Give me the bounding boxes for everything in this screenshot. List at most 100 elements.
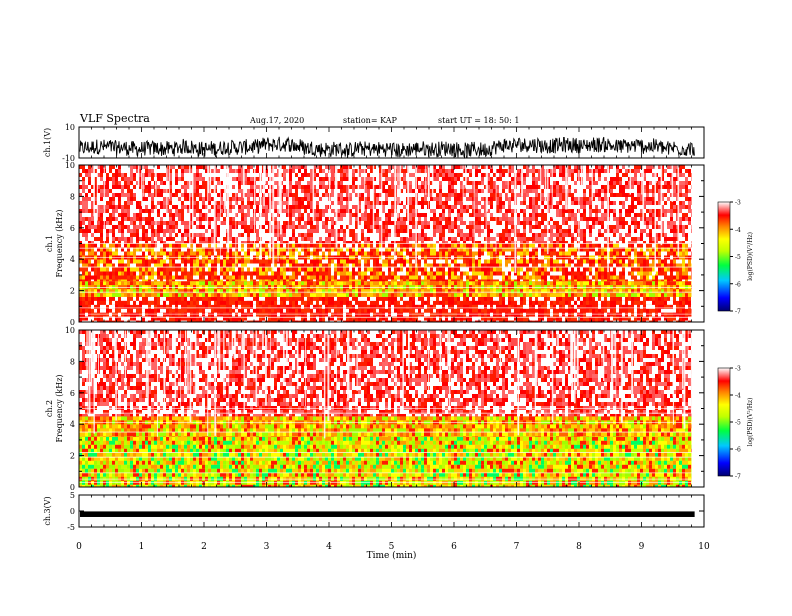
spectrogram-cell: [337, 309, 340, 313]
spectrogram-cell: [472, 309, 475, 313]
spectrogram-cell: [169, 221, 172, 225]
spectrogram-cell: [283, 313, 286, 317]
spectrogram-cell: [145, 193, 148, 197]
spectrogram-cell: [283, 217, 286, 221]
spectrogram-cell: [556, 280, 559, 282]
spectrogram-cell: [85, 181, 88, 185]
spectrogram-cell: [181, 297, 184, 301]
spectrogram-cell: [172, 221, 175, 225]
spectrogram-cell: [595, 276, 598, 280]
spectrogram-cell: [256, 209, 259, 213]
spectrogram-cell: [319, 193, 322, 197]
spectrogram-cell: [628, 301, 631, 305]
spectrogram-cell: [499, 305, 502, 309]
spectrogram-cell: [214, 280, 217, 282]
spectrogram-cell: [619, 305, 622, 309]
spectrogram-cell: [202, 193, 205, 197]
spectrogram-cell: [688, 252, 691, 256]
spectrogram-cell: [148, 233, 151, 237]
spectrogram-cell: [526, 276, 529, 280]
spectrogram-cell: [436, 280, 439, 282]
spectrogram-cell: [361, 289, 364, 293]
spectrogram-cell: [301, 297, 304, 301]
spectrogram-cell: [565, 268, 568, 272]
spectrogram-cell: [592, 280, 595, 282]
spectrogram-cell: [172, 281, 175, 285]
spectrogram-cell: [421, 244, 424, 248]
spectrogram-cell: [613, 272, 616, 276]
spectrogram-cell: [238, 193, 241, 197]
spectrogram-cell: [160, 280, 163, 282]
spectrogram-cell: [688, 260, 691, 264]
spectrogram-cell: [643, 297, 646, 301]
spectrogram-cell: [151, 213, 154, 217]
spectrogram-cell: [388, 293, 391, 297]
spectrogram-cell: [148, 205, 151, 209]
spectrogram-cell: [649, 276, 652, 280]
spectrogram-cell: [637, 272, 640, 276]
spectrogram-cell: [175, 297, 178, 301]
spectrogram-cell: [583, 268, 586, 272]
spectrogram-cell: [196, 233, 199, 237]
spectrogram-cell: [604, 276, 607, 280]
spectrogram-cell: [319, 201, 322, 205]
spectrogram-cell: [526, 297, 529, 301]
spectrogram-cell: [295, 252, 298, 256]
spectrogram-cell: [304, 309, 307, 313]
spectrogram-cell: [178, 301, 181, 305]
spectrogram-cell: [127, 201, 130, 205]
spectrogram-cell: [298, 169, 301, 173]
spectrogram-cell: [157, 177, 160, 181]
spectrogram-cell: [565, 244, 568, 248]
spectrogram-cell: [637, 297, 640, 301]
spectrogram-cell: [295, 177, 298, 181]
spectrogram-cell: [100, 225, 103, 229]
spectrogram-cell: [673, 260, 676, 264]
spectrogram-cell: [628, 313, 631, 317]
spectrogram-cell: [397, 280, 400, 282]
spectrogram-cell: [433, 252, 436, 256]
spectrogram-cell: [520, 301, 523, 305]
spectrogram-cell: [133, 205, 136, 209]
spectrogram-cell: [217, 309, 220, 313]
spectrogram-cell: [319, 205, 322, 209]
spectrogram-cell: [112, 305, 115, 309]
spectrogram-cell: [88, 252, 91, 256]
spectrogram-cell: [157, 225, 160, 229]
spectrogram-cell: [85, 189, 88, 193]
spectrogram-cell: [208, 252, 211, 256]
spectrogram-cell: [322, 213, 325, 217]
spectrogram-cell: [151, 252, 154, 256]
spectrogram-cell: [94, 293, 97, 297]
spectrogram-cell: [625, 272, 628, 276]
spectrogram-cell: [112, 213, 115, 217]
spectrogram-cell: [88, 237, 91, 241]
spectrogram-cell: [220, 276, 223, 280]
spectrogram-cell: [229, 165, 232, 169]
spectrogram-cell: [169, 276, 172, 280]
spectrogram-cell: [124, 225, 127, 229]
spectrogram-cell: [643, 272, 646, 276]
spectrogram-cell: [199, 169, 202, 173]
spectrogram-cell: [466, 276, 469, 280]
spectrogram-cell: [139, 252, 142, 256]
spectrogram-cell: [424, 260, 427, 264]
spectrogram-cell: [304, 289, 307, 293]
spectrogram-cell: [250, 252, 253, 256]
spectrogram-cell: [130, 244, 133, 248]
spectrogram-cell: [589, 268, 592, 272]
spectrogram-cell: [118, 313, 121, 317]
spectrogram-cell: [208, 289, 211, 293]
spectrogram-cell: [199, 165, 202, 169]
spectrogram-cell: [292, 185, 295, 189]
spectrogram-cell: [562, 293, 565, 297]
spectrogram-cell: [340, 244, 343, 248]
spectrogram-cell: [532, 276, 535, 280]
spectrogram-cell: [241, 297, 244, 301]
spectrogram-cell: [613, 301, 616, 305]
spectrogram-cell: [115, 185, 118, 189]
spectrogram-cell: [286, 280, 289, 282]
spectrogram-cell: [106, 268, 109, 272]
spectrogram-cell: [682, 272, 685, 276]
spectrogram-cell: [457, 309, 460, 313]
